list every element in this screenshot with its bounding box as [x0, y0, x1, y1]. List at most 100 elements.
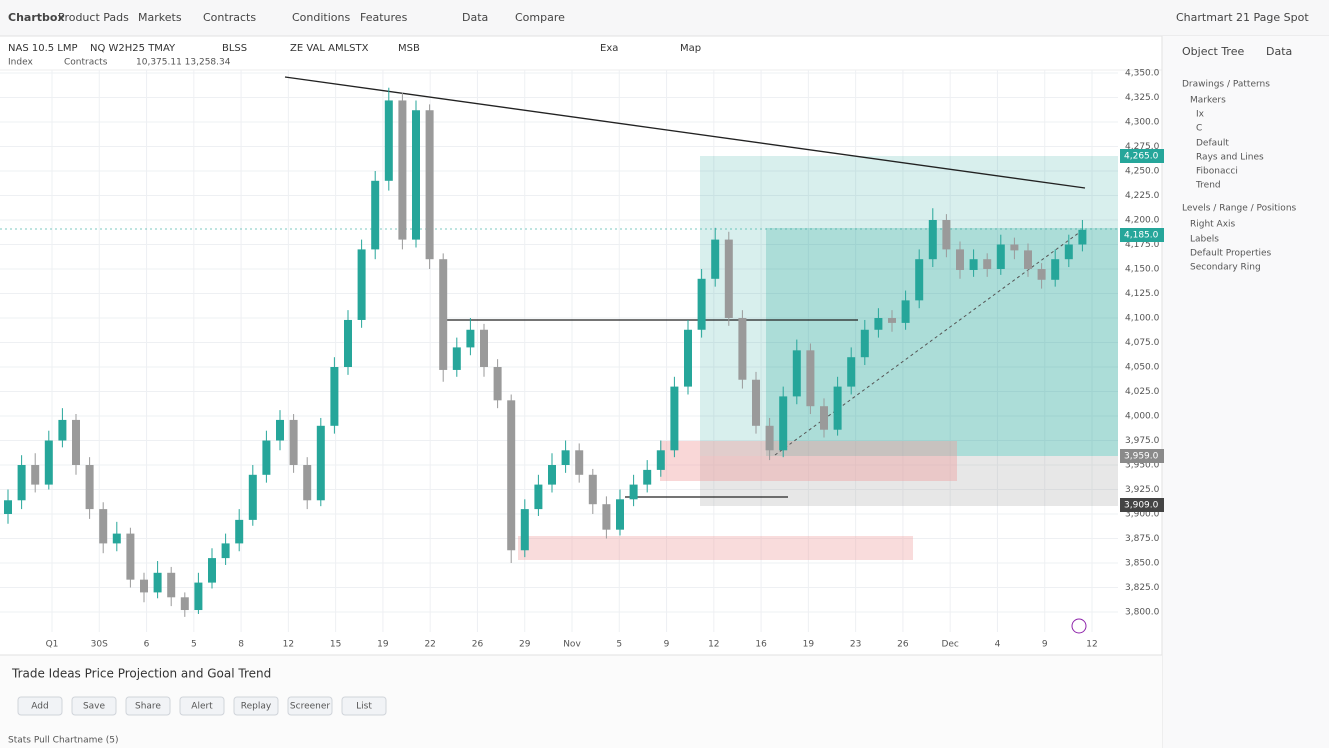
candle-body	[1010, 244, 1019, 251]
toolbar-item[interactable]: Exa	[600, 43, 618, 54]
tree-item[interactable]: Drawings / Patterns	[1182, 80, 1270, 90]
target-zone	[766, 228, 1118, 456]
candle-body	[44, 440, 53, 485]
y-tick-label: 4,175.0	[1125, 240, 1160, 250]
menu-item[interactable]: Conditions	[292, 11, 350, 24]
tree-item[interactable]: Default Properties	[1190, 249, 1272, 259]
tree-item[interactable]: Secondary Ring	[1190, 263, 1261, 273]
candle-body	[956, 249, 964, 270]
account[interactable]: Chartmart 21 Page Spot	[1176, 11, 1309, 24]
candle-body	[316, 425, 325, 501]
tree-item[interactable]: Trend	[1195, 181, 1221, 191]
candle-body	[344, 319, 352, 367]
button-label[interactable]: Share	[135, 702, 161, 712]
button[interactable]	[179, 696, 225, 716]
y-tick-label: 4,150.0	[1125, 265, 1160, 275]
candle-body	[330, 367, 339, 426]
x-tick-label: 4	[995, 640, 1001, 650]
menu-item[interactable]: Features	[360, 11, 408, 24]
candle-body	[602, 504, 611, 530]
button[interactable]	[341, 696, 387, 716]
button[interactable]	[233, 696, 279, 716]
button[interactable]	[287, 696, 333, 716]
button[interactable]	[71, 696, 117, 716]
toolbar-item[interactable]: ZE VAL AMLSTX	[290, 43, 369, 54]
candle-body	[874, 318, 883, 330]
candle-body	[289, 419, 298, 465]
alert-icon[interactable]	[1071, 618, 1087, 634]
candle-body	[983, 259, 992, 269]
candle-body	[616, 499, 624, 530]
button-label[interactable]: Add	[31, 702, 48, 712]
panel-title: Trade Ideas Price Projection and Goal Tr…	[11, 667, 271, 681]
button-label[interactable]: List	[356, 702, 372, 712]
tree-item[interactable]: Rays and Lines	[1196, 153, 1264, 163]
toolbar-item[interactable]: NAS 10.5 LMP	[8, 43, 78, 54]
candle-body	[792, 350, 801, 397]
logo[interactable]: Chartbox	[8, 11, 65, 24]
candle-body	[1078, 229, 1087, 245]
candle-body	[17, 465, 26, 501]
y-tick-label: 3,875.0	[1125, 534, 1160, 544]
candle-body	[31, 465, 40, 485]
menu-item[interactable]: Contracts	[203, 11, 256, 24]
toolbar-item[interactable]: BLSS	[222, 43, 247, 54]
x-tick-label: 29	[519, 640, 531, 650]
toolbar-item[interactable]: MSB	[398, 43, 420, 54]
button-label[interactable]: Screener	[290, 702, 330, 712]
candle-body	[303, 465, 312, 501]
x-tick-label: 15	[330, 640, 341, 650]
x-tick-label: 8	[238, 640, 244, 650]
candle-body	[820, 406, 828, 430]
tree-item[interactable]: C	[1196, 124, 1202, 134]
x-tick-label: 12	[283, 640, 294, 650]
candle-body	[248, 474, 257, 520]
side-tab[interactable]: Data	[1266, 45, 1292, 58]
x-tick-label: Dec	[941, 640, 958, 650]
price-tag	[1120, 449, 1164, 463]
button[interactable]	[125, 696, 171, 716]
toolbar-item[interactable]: NQ W2H25 TMAY	[90, 43, 176, 54]
button-label[interactable]: Replay	[241, 702, 272, 712]
candle-body	[58, 419, 67, 441]
button-label[interactable]: Save	[83, 702, 106, 712]
tree-item[interactable]: Right Axis	[1190, 220, 1236, 230]
y-tick-label: 3,975.0	[1125, 436, 1160, 446]
y-tick-label: 3,825.0	[1125, 583, 1160, 593]
candle-body	[765, 425, 774, 451]
menu-item[interactable]: Data	[462, 11, 488, 24]
x-tick-label: 19	[377, 640, 389, 650]
tree-item[interactable]: Fibonacci	[1196, 167, 1238, 177]
candle-body	[656, 450, 665, 470]
candle-body	[738, 318, 747, 380]
tree-item[interactable]: Levels / Range / Positions	[1182, 204, 1297, 214]
menu-item[interactable]: Compare	[515, 11, 565, 24]
tree-item[interactable]: Labels	[1190, 235, 1219, 245]
candle-body	[112, 533, 121, 544]
y-tick-label: 4,075.0	[1125, 338, 1160, 348]
y-tick-label: 3,850.0	[1125, 559, 1160, 569]
candle-body	[412, 110, 420, 240]
candle-body	[480, 329, 488, 367]
menu-item[interactable]: Markets	[138, 11, 182, 24]
button[interactable]	[17, 696, 63, 716]
candle-body	[643, 469, 652, 485]
candle-body	[99, 509, 108, 544]
menu-item[interactable]: Product Pads	[58, 11, 129, 24]
button-label[interactable]: Alert	[191, 702, 213, 712]
tree-item[interactable]: Default	[1196, 139, 1229, 149]
tree-item[interactable]: Ix	[1196, 110, 1205, 120]
candle-body	[548, 465, 556, 485]
candle-body	[85, 465, 94, 510]
stop-zone	[700, 456, 1118, 506]
price-tag	[1120, 149, 1164, 163]
trend-line	[284, 76, 1086, 189]
side-tab[interactable]: Object Tree	[1182, 45, 1244, 58]
y-tick-label: 4,350.0	[1125, 69, 1160, 79]
y-tick-label: 4,000.0	[1125, 412, 1160, 422]
tree-item[interactable]: Markers	[1190, 96, 1226, 106]
x-tick-label: 30S	[91, 640, 108, 650]
toolbar-item[interactable]: Map	[680, 43, 701, 54]
candle-body	[384, 100, 393, 181]
supply-zone	[660, 441, 957, 481]
